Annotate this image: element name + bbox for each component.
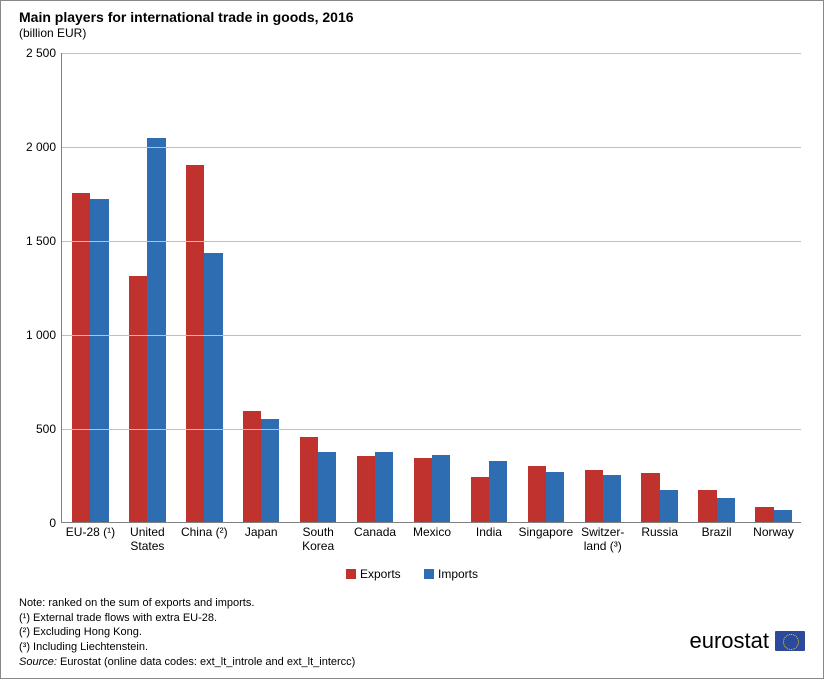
- bar-group: India: [460, 53, 517, 522]
- bar-group: Canada: [347, 53, 404, 522]
- legend-swatch-exports: [346, 569, 356, 579]
- x-tick-label: Mexico: [404, 522, 461, 540]
- x-tick-label: UnitedStates: [119, 522, 176, 554]
- gridline: [62, 429, 801, 430]
- note-ranked: Note: ranked on the sum of exports and i…: [19, 596, 355, 611]
- gridline: [62, 53, 801, 54]
- logo-text: eurostat: [690, 628, 770, 654]
- x-tick-label: Switzer-land (³): [574, 522, 631, 554]
- legend-item-imports: Imports: [424, 567, 478, 581]
- bar-exports: [72, 193, 90, 522]
- legend: Exports Imports: [1, 567, 823, 582]
- bar-group: UnitedStates: [119, 53, 176, 522]
- bar-exports: [528, 466, 546, 522]
- bar-imports: [774, 510, 792, 522]
- bar-exports: [129, 276, 147, 522]
- gridline: [62, 147, 801, 148]
- bar-group: China (²): [176, 53, 233, 522]
- bar-exports: [471, 477, 489, 522]
- note-2: (²) Excluding Hong Kong.: [19, 625, 355, 640]
- source-label: Source:: [19, 656, 57, 668]
- y-tick-label: 2 500: [26, 46, 62, 60]
- x-tick-label: Russia: [631, 522, 688, 540]
- bar-group: Norway: [745, 53, 802, 522]
- legend-label-imports: Imports: [438, 567, 478, 581]
- source-line: Source: Eurostat (online data codes: ext…: [19, 655, 355, 670]
- bar-imports: [603, 475, 621, 522]
- bar-imports: [660, 490, 678, 522]
- eurostat-logo: eurostat: [690, 628, 806, 654]
- title-block: Main players for international trade in …: [19, 9, 354, 40]
- source-text: Eurostat (online data codes: ext_lt_intr…: [57, 656, 355, 668]
- bars-container: EU-28 (¹)UnitedStatesChina (²)JapanSouth…: [62, 53, 801, 522]
- note-3: (³) Including Liechtenstein.: [19, 640, 355, 655]
- y-tick-label: 2 000: [26, 140, 62, 154]
- legend-label-exports: Exports: [360, 567, 401, 581]
- bar-exports: [300, 437, 318, 522]
- footnotes: Note: ranked on the sum of exports and i…: [19, 596, 355, 670]
- bar-group: Mexico: [404, 53, 461, 522]
- x-tick-label: Canada: [347, 522, 404, 540]
- bar-imports: [90, 199, 108, 522]
- x-tick-label: India: [460, 522, 517, 540]
- bar-exports: [186, 165, 204, 522]
- x-tick-label: China (²): [176, 522, 233, 540]
- bar-group: Singapore: [517, 53, 574, 522]
- bar-exports: [243, 411, 261, 522]
- bar-imports: [375, 452, 393, 523]
- bar-imports: [432, 455, 450, 522]
- bar-imports: [489, 461, 507, 522]
- gridline: [62, 241, 801, 242]
- bar-imports: [204, 253, 222, 522]
- y-tick-label: 1 000: [26, 328, 62, 342]
- bar-group: SouthKorea: [290, 53, 347, 522]
- bar-group: Russia: [631, 53, 688, 522]
- x-tick-label: SouthKorea: [290, 522, 347, 554]
- chart-plot-area: EU-28 (¹)UnitedStatesChina (²)JapanSouth…: [61, 53, 801, 523]
- x-tick-label: Norway: [745, 522, 802, 540]
- bar-imports: [318, 452, 336, 522]
- bar-group: Switzer-land (³): [574, 53, 631, 522]
- legend-item-exports: Exports: [346, 567, 401, 581]
- chart-title: Main players for international trade in …: [19, 9, 354, 25]
- y-tick-label: 1 500: [26, 234, 62, 248]
- bar-exports: [414, 458, 432, 522]
- legend-swatch-imports: [424, 569, 434, 579]
- bar-group: Brazil: [688, 53, 745, 522]
- bar-imports: [261, 419, 279, 522]
- bar-imports: [717, 498, 735, 522]
- bar-exports: [641, 473, 659, 522]
- bar-imports: [546, 472, 564, 522]
- bar-group: Japan: [233, 53, 290, 522]
- note-1: (¹) External trade flows with extra EU-2…: [19, 611, 355, 626]
- eu-flag-icon: [775, 631, 805, 651]
- y-tick-label: 0: [49, 516, 62, 530]
- y-tick-label: 500: [36, 422, 62, 436]
- x-tick-label: Brazil: [688, 522, 745, 540]
- bar-exports: [755, 507, 773, 522]
- chart-subtitle: (billion EUR): [19, 26, 354, 40]
- x-tick-label: EU-28 (¹): [62, 522, 119, 540]
- x-tick-label: Japan: [233, 522, 290, 540]
- bar-imports: [147, 138, 165, 522]
- bar-group: EU-28 (¹): [62, 53, 119, 522]
- x-tick-label: Singapore: [517, 522, 574, 540]
- bar-exports: [357, 456, 375, 522]
- gridline: [62, 335, 801, 336]
- bar-exports: [585, 470, 603, 522]
- bar-exports: [698, 490, 716, 522]
